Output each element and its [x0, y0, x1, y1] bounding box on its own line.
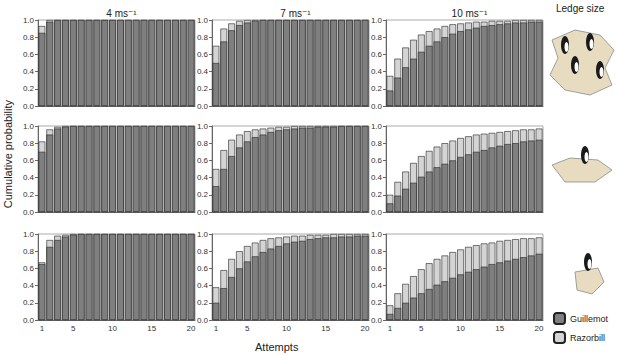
svg-text:15: 15 — [147, 324, 156, 333]
svg-text:20: 20 — [535, 324, 544, 333]
svg-text:0.6: 0.6 — [197, 264, 209, 273]
svg-text:0.6: 0.6 — [197, 156, 209, 165]
svg-text:10 ms⁻¹: 10 ms⁻¹ — [452, 8, 489, 19]
svg-text:0.8: 0.8 — [371, 139, 383, 148]
svg-text:1: 1 — [40, 324, 45, 333]
svg-text:0.2: 0.2 — [371, 84, 383, 93]
svg-text:Guillemot: Guillemot — [570, 314, 609, 324]
svg-text:0.8: 0.8 — [371, 247, 383, 256]
svg-text:0.4: 0.4 — [197, 67, 209, 76]
svg-text:0.6: 0.6 — [371, 50, 383, 59]
svg-text:0.8: 0.8 — [197, 247, 209, 256]
svg-text:0.6: 0.6 — [197, 50, 209, 59]
svg-text:Cumulative probability: Cumulative probability — [2, 100, 14, 209]
svg-text:1.0: 1.0 — [23, 230, 35, 239]
svg-text:0.0: 0.0 — [371, 316, 383, 325]
svg-text:0.4: 0.4 — [23, 281, 35, 290]
svg-text:1.0: 1.0 — [371, 230, 383, 239]
svg-text:1.0: 1.0 — [197, 122, 209, 131]
svg-text:0.0: 0.0 — [371, 208, 383, 217]
svg-text:0.4: 0.4 — [371, 67, 383, 76]
svg-text:0.4: 0.4 — [23, 67, 35, 76]
svg-text:1: 1 — [388, 324, 393, 333]
svg-text:20: 20 — [361, 324, 370, 333]
svg-text:15: 15 — [495, 324, 504, 333]
svg-text:0.2: 0.2 — [197, 298, 209, 307]
svg-text:0.4: 0.4 — [371, 173, 383, 182]
svg-text:Ledge size: Ledge size — [556, 3, 605, 14]
svg-text:1.0: 1.0 — [23, 16, 35, 25]
svg-text:1.0: 1.0 — [371, 16, 383, 25]
svg-text:0.8: 0.8 — [23, 139, 35, 148]
svg-text:0.8: 0.8 — [23, 33, 35, 42]
svg-text:0.2: 0.2 — [197, 84, 209, 93]
svg-text:15: 15 — [321, 324, 330, 333]
svg-text:0.2: 0.2 — [371, 298, 383, 307]
svg-text:0.4: 0.4 — [23, 173, 35, 182]
svg-text:1.0: 1.0 — [197, 230, 209, 239]
svg-text:0.2: 0.2 — [23, 298, 35, 307]
svg-text:Attempts: Attempts — [255, 341, 299, 353]
svg-text:0.2: 0.2 — [197, 190, 209, 199]
svg-text:10: 10 — [108, 324, 117, 333]
svg-text:0.0: 0.0 — [23, 316, 35, 325]
svg-text:4 ms⁻¹: 4 ms⁻¹ — [106, 8, 137, 19]
svg-text:0.6: 0.6 — [23, 50, 35, 59]
svg-text:Razorbill: Razorbill — [570, 333, 605, 343]
svg-text:1.0: 1.0 — [371, 122, 383, 131]
svg-text:0.6: 0.6 — [371, 264, 383, 273]
svg-text:0.6: 0.6 — [23, 156, 35, 165]
svg-text:0.8: 0.8 — [197, 33, 209, 42]
svg-text:0.0: 0.0 — [371, 102, 383, 111]
svg-text:0.6: 0.6 — [23, 264, 35, 273]
svg-text:0.2: 0.2 — [371, 190, 383, 199]
svg-text:0.0: 0.0 — [197, 102, 209, 111]
svg-text:0.0: 0.0 — [197, 208, 209, 217]
svg-text:20: 20 — [187, 324, 196, 333]
svg-text:0.0: 0.0 — [197, 316, 209, 325]
svg-text:1.0: 1.0 — [23, 122, 35, 131]
svg-text:0.4: 0.4 — [371, 281, 383, 290]
svg-text:5: 5 — [71, 324, 76, 333]
svg-text:5: 5 — [245, 324, 250, 333]
svg-text:1.0: 1.0 — [197, 16, 209, 25]
svg-text:0.2: 0.2 — [23, 190, 35, 199]
svg-text:0.0: 0.0 — [23, 208, 35, 217]
svg-text:0.6: 0.6 — [371, 156, 383, 165]
svg-text:0.4: 0.4 — [197, 173, 209, 182]
svg-text:0.8: 0.8 — [23, 247, 35, 256]
svg-text:5: 5 — [419, 324, 424, 333]
svg-text:0.4: 0.4 — [197, 281, 209, 290]
svg-text:1: 1 — [214, 324, 219, 333]
svg-text:0.8: 0.8 — [197, 139, 209, 148]
svg-text:0.2: 0.2 — [23, 84, 35, 93]
svg-text:0.8: 0.8 — [371, 33, 383, 42]
svg-text:7 ms⁻¹: 7 ms⁻¹ — [280, 8, 311, 19]
svg-text:0.0: 0.0 — [23, 102, 35, 111]
svg-text:10: 10 — [282, 324, 291, 333]
svg-text:10: 10 — [456, 324, 465, 333]
